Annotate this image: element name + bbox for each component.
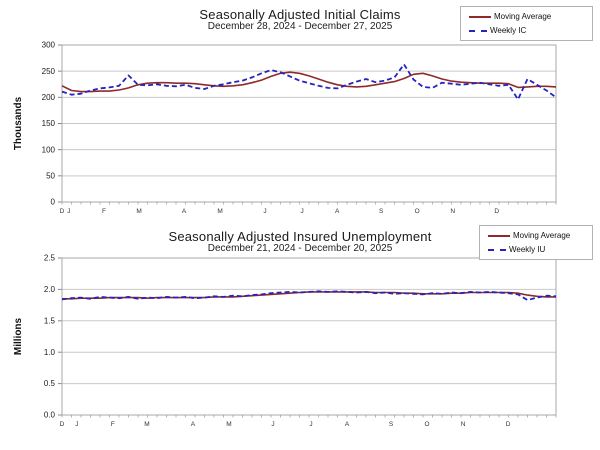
x-month-label: M bbox=[144, 421, 149, 428]
x-month-label: A bbox=[345, 421, 350, 428]
weekly-iu-line bbox=[61, 290, 557, 301]
y-tick-label: 1.0 bbox=[44, 348, 56, 357]
initial-claims-chart: Seasonally Adjusted Initial Claims Decem… bbox=[13, 6, 593, 215]
x-month-label: A bbox=[182, 208, 187, 215]
x-month-label: M bbox=[136, 208, 141, 215]
x-month-label: M bbox=[217, 208, 222, 215]
legend-item-moving-average: Moving Average bbox=[469, 12, 584, 21]
legend-label: Weekly IU bbox=[509, 245, 546, 254]
moving-average-line-icon bbox=[469, 15, 491, 18]
legend-item-moving-average: Moving Average bbox=[488, 231, 584, 240]
legend-item-weekly-iu: Weekly IU bbox=[488, 245, 584, 254]
x-month-label: F bbox=[102, 208, 106, 215]
legend: Moving Average Weekly IU bbox=[479, 225, 593, 260]
y-axis-label: Thousands bbox=[13, 96, 24, 150]
y-axis-label: Millions bbox=[13, 317, 24, 355]
legend-label: Moving Average bbox=[494, 12, 552, 21]
y-tick-label: 200 bbox=[42, 93, 56, 102]
y-tick-label: 250 bbox=[42, 67, 56, 76]
chart-title: Seasonally Adjusted Insured Unemployment bbox=[168, 229, 432, 244]
insured-unemployment-chart: Seasonally Adjusted Insured Unemployment… bbox=[0, 225, 600, 450]
weekly-ic-line bbox=[61, 63, 557, 101]
y-tick-label: 50 bbox=[46, 171, 55, 180]
x-month-label: D bbox=[60, 421, 65, 428]
x-month-label: J bbox=[309, 421, 312, 428]
x-month-label: D bbox=[60, 208, 65, 215]
insured-unemployment-plot: 0.0 0.5 1.0 1.5 2.0 2.5 D J F M A M J J A S O N D Millions bbox=[13, 254, 557, 428]
chart-title: Seasonally Adjusted Initial Claims bbox=[199, 7, 401, 22]
x-month-label: J bbox=[75, 421, 78, 428]
x-month-label: O bbox=[415, 208, 420, 215]
legend: Moving Average Weekly IC bbox=[460, 6, 593, 41]
legend-label: Weekly IC bbox=[490, 26, 527, 35]
weekly-dashed-line-icon bbox=[469, 29, 487, 32]
y-tick-label: 0 bbox=[51, 198, 56, 207]
x-month-label: N bbox=[461, 421, 466, 428]
x-month-label: M bbox=[226, 421, 231, 428]
x-month-label: S bbox=[379, 208, 384, 215]
y-tick-label: 100 bbox=[42, 145, 56, 154]
moving-average-line-icon bbox=[488, 234, 510, 237]
x-month-label: A bbox=[191, 421, 196, 428]
weekly-dashed-line-icon bbox=[488, 248, 506, 251]
x-month-label: D bbox=[494, 208, 499, 215]
x-month-label: J bbox=[67, 208, 70, 215]
y-tick-label: 1.5 bbox=[44, 316, 56, 325]
plot-border bbox=[61, 257, 557, 416]
chart-subtitle: December 21, 2024 - December 20, 2025 bbox=[207, 243, 393, 254]
x-month-label: J bbox=[263, 208, 266, 215]
x-month-label: J bbox=[271, 421, 274, 428]
legend-item-weekly-ic: Weekly IC bbox=[469, 26, 584, 35]
x-month-label: O bbox=[425, 421, 430, 428]
y-tick-label: 0.0 bbox=[44, 411, 56, 420]
y-tick-label: 0.5 bbox=[44, 379, 56, 388]
chart-subtitle: December 28, 2024 - December 27, 2025 bbox=[207, 21, 393, 32]
y-tick-label: 150 bbox=[42, 119, 56, 128]
x-month-label: S bbox=[389, 421, 394, 428]
x-month-label: N bbox=[450, 208, 455, 215]
y-tick-label: 300 bbox=[42, 41, 56, 50]
x-month-label: F bbox=[111, 421, 115, 428]
y-tick-label: 2.0 bbox=[44, 285, 56, 294]
x-month-label: J bbox=[300, 208, 303, 215]
y-tick-label: 2.5 bbox=[44, 254, 56, 263]
x-month-label: A bbox=[335, 208, 340, 215]
legend-label: Moving Average bbox=[513, 231, 571, 240]
x-month-label: D bbox=[506, 421, 511, 428]
